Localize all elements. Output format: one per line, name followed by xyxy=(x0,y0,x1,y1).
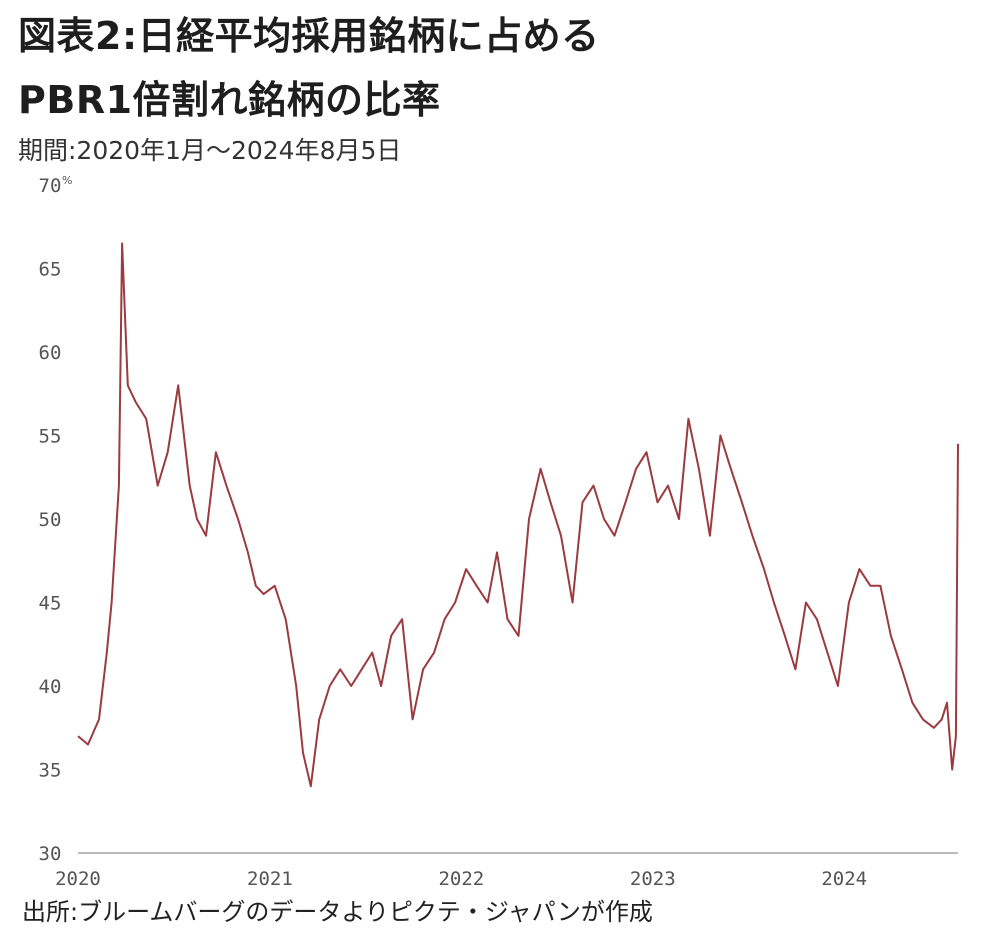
y-tick-label: 50 xyxy=(39,509,62,531)
x-tick-label: 2020 xyxy=(55,868,101,890)
y-tick-label: 45 xyxy=(39,593,62,615)
y-tick-label: 40 xyxy=(39,676,62,698)
y-tick-label: 60 xyxy=(39,342,62,364)
chart-title-line2: PBR1倍割れ銘柄の比率 xyxy=(18,78,441,122)
chart-source: 出所:ブルームバーグのデータよりピクテ・ジャパンが作成 xyxy=(22,898,653,926)
chart-title-line1: 図表2:日経平均採用銘柄に占める xyxy=(18,14,600,58)
y-axis-unit: % xyxy=(62,174,72,187)
series-layer xyxy=(77,242,959,788)
x-tick-label: 2023 xyxy=(630,868,676,890)
y-tick-label: 70 xyxy=(39,175,62,197)
y-tick-label: 35 xyxy=(39,760,62,782)
x-axis: 2020 2021 2022 2023 2024 xyxy=(55,852,958,890)
chart-period: 期間:2020年1月〜2024年8月5日 xyxy=(18,136,402,165)
y-tick-label: 65 xyxy=(39,259,62,281)
y-axis: 70 65 60 55 50 45 40 35 30% xyxy=(39,174,73,865)
x-tick-label: 2024 xyxy=(821,868,867,890)
y-tick-label: 55 xyxy=(39,426,62,448)
x-tick-label: 2022 xyxy=(438,868,484,890)
y-tick-label: 30 xyxy=(39,843,62,865)
x-tick-label: 2021 xyxy=(247,868,293,890)
series-line xyxy=(77,242,959,788)
